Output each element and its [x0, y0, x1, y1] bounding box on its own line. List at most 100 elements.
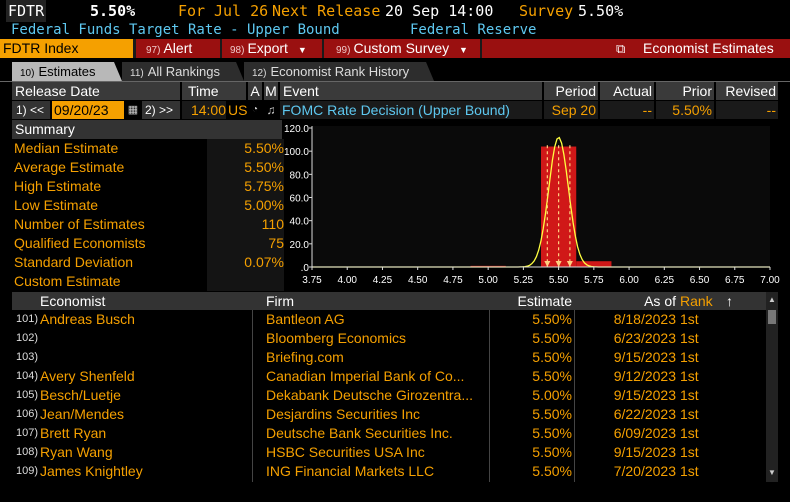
economist-estimates-button[interactable]: ⧉ Economist Estimates — [482, 39, 790, 58]
y-tick-label: .0 — [301, 263, 310, 274]
toolbar: FDTR Index 97) Alert 98) Export ▼ 99) Custo… — [0, 39, 790, 58]
scroll-up-icon[interactable]: ▲ — [768, 295, 776, 304]
table-row[interactable]: 108) Ryan Wang HSBC Securities USA Inc 5.50… — [12, 443, 766, 462]
rank-value: 1st — [680, 330, 699, 346]
tab-economist-rank-history[interactable]: 12) Economist Rank History — [244, 62, 434, 81]
scroll-down-icon[interactable]: ▼ — [768, 468, 776, 477]
firm-name[interactable]: Canadian Imperial Bank of Co... — [266, 368, 465, 384]
release-actual: -- — [600, 101, 654, 119]
economist-name[interactable]: Besch/Luetje — [40, 387, 121, 403]
release-revised: -- — [716, 101, 778, 119]
economist-name[interactable]: Brett Ryan — [40, 425, 107, 441]
table-row[interactable]: 107) Brett Ryan Deutsche Bank Securities I… — [12, 424, 766, 443]
prev-release-button[interactable]: 1) << — [12, 101, 50, 119]
x-tick-label: 5.50 — [549, 275, 569, 286]
release-date-input[interactable]: 09/20/23 — [52, 101, 124, 119]
rank-value: 1st — [680, 406, 699, 422]
for-date: Jul 26 — [214, 2, 269, 20]
tab-bar: 10) Estimates 11) All Rankings 12) Economis… — [0, 62, 790, 81]
sort-arrow-up-icon[interactable]: ↑ — [726, 293, 733, 309]
table-scrollbar[interactable]: ▲ ▼ — [766, 292, 778, 482]
release-prior: 5.50% — [656, 101, 714, 119]
bell-icon[interactable]: ♫ — [266, 103, 276, 117]
survey-label: Survey — [519, 2, 574, 20]
estimate-value: 5.50% — [532, 425, 572, 441]
col-economist[interactable]: Economist — [40, 293, 106, 309]
alert-button[interactable]: 97) Alert — [136, 39, 220, 58]
calendar-icon[interactable]: ▦ — [127, 104, 139, 116]
table-row[interactable]: 105) Besch/Luetje Dekabank Deutsche Giroze… — [12, 386, 766, 405]
col-release-date: Release Date — [12, 82, 180, 100]
estimate-value: 5.50% — [532, 406, 572, 422]
economist-table-header: Economist Firm Estimate As of Rank ↑ — [12, 292, 778, 310]
estimate-marker — [566, 261, 573, 267]
column-divider — [252, 310, 253, 482]
summary-row: High Estimate 5.75% — [12, 177, 284, 196]
col-rank[interactable]: Rank — [680, 293, 713, 309]
y-tick-label: 40.0 — [290, 217, 310, 228]
security-header: FDTR 5.50% For Jul 26 Next Release 20 Se… — [0, 0, 790, 22]
economist-name[interactable]: Ryan Wang — [40, 444, 113, 460]
table-row[interactable]: 109) James Knightley ING Financial Markets… — [12, 462, 766, 481]
summary-row: Custom Estimate — [12, 272, 284, 291]
economist-name[interactable]: Jean/Mendes — [40, 406, 125, 422]
index-field[interactable]: FDTR Index — [0, 39, 133, 58]
economist-name[interactable]: Avery Shenfeld — [40, 368, 135, 384]
economist-name[interactable]: Andreas Busch — [40, 311, 135, 327]
summary-label: Median Estimate — [14, 140, 119, 156]
rank-value: 1st — [680, 311, 699, 327]
next-release-label: Next Release — [272, 2, 381, 20]
col-as-of[interactable]: As of — [644, 293, 676, 309]
current-rate: 5.50% — [90, 2, 136, 20]
ticker: FDTR — [6, 0, 47, 22]
col-estimate[interactable]: Estimate — [517, 293, 572, 309]
estimate-value: 5.50% — [532, 311, 572, 327]
event-link[interactable]: FOMC Rate Decision (Upper Bound) — [280, 101, 542, 119]
rank-value: 1st — [680, 368, 699, 384]
firm-name[interactable]: Briefing.com — [266, 349, 344, 365]
subtitle: Federal Funds Target Rate - Upper Bound — [11, 22, 340, 38]
summary-label: Custom Estimate — [14, 273, 121, 289]
firm-name[interactable]: Deutsche Bank Securities Inc. — [266, 425, 453, 441]
next-release-value: 20 Sep 14:00 — [385, 2, 494, 20]
alarm-icon[interactable]: ◔ — [251, 104, 259, 115]
x-tick-label: 6.75 — [725, 275, 745, 286]
summary-value-bg — [207, 215, 284, 234]
y-tick-label: 60.0 — [290, 194, 310, 205]
rank-value: 1st — [680, 425, 699, 441]
estimate-value: 5.50% — [532, 330, 572, 346]
custom-survey-button[interactable]: 99) Custom Survey ▼ — [324, 39, 480, 58]
release-period: Sep 20 — [544, 101, 598, 119]
tab-all-rankings[interactable]: 11) All Rankings — [122, 62, 244, 81]
col-actual: Actual — [600, 82, 654, 100]
next-release-button[interactable]: 2) >> — [142, 101, 180, 119]
col-prior: Prior — [656, 82, 714, 100]
summary-value-bg — [207, 253, 284, 272]
tab-divider — [0, 81, 790, 82]
scroll-thumb[interactable] — [768, 310, 776, 324]
firm-name[interactable]: Bantleon AG — [266, 311, 345, 327]
export-button[interactable]: 98) Export ▼ — [222, 39, 322, 58]
summary-row: Median Estimate 5.50% — [12, 139, 284, 158]
firm-name[interactable]: Desjardins Securities Inc — [266, 406, 421, 422]
col-firm[interactable]: Firm — [266, 293, 294, 309]
table-row[interactable]: 102) Bloomberg Economics 5.50% 6/23/2023 1st — [12, 329, 766, 348]
as-of-date: 9/15/2023 — [613, 349, 676, 365]
release-region: US — [228, 102, 248, 118]
summary-value: 75 — [268, 235, 284, 251]
tab-estimates[interactable]: 10) Estimates — [12, 62, 122, 81]
as-of-date: 6/22/2023 — [613, 406, 676, 422]
y-tick-label: 20.0 — [290, 240, 310, 251]
table-row[interactable]: 101) Andreas Busch Bantleon AG 5.50% 8/18/20… — [12, 310, 766, 329]
table-row[interactable]: 103) Briefing.com 5.50% 9/15/2023 1st — [12, 348, 766, 367]
firm-name[interactable]: Bloomberg Economics — [266, 330, 407, 346]
table-row[interactable]: 104) Avery Shenfeld Canadian Imperial Bank… — [12, 367, 766, 386]
economist-name[interactable]: James Knightley — [40, 463, 143, 479]
summary-row: Number of Estimates 110 — [12, 215, 284, 234]
as-of-date: 6/23/2023 — [613, 330, 676, 346]
estimate-marker — [555, 261, 562, 267]
firm-name[interactable]: HSBC Securities USA Inc — [266, 444, 425, 460]
table-row[interactable]: 106) Jean/Mendes Desjardins Securities Inc… — [12, 405, 766, 424]
firm-name[interactable]: Dekabank Deutsche Girozentra... — [266, 387, 473, 403]
firm-name[interactable]: ING Financial Markets LLC — [266, 463, 435, 479]
